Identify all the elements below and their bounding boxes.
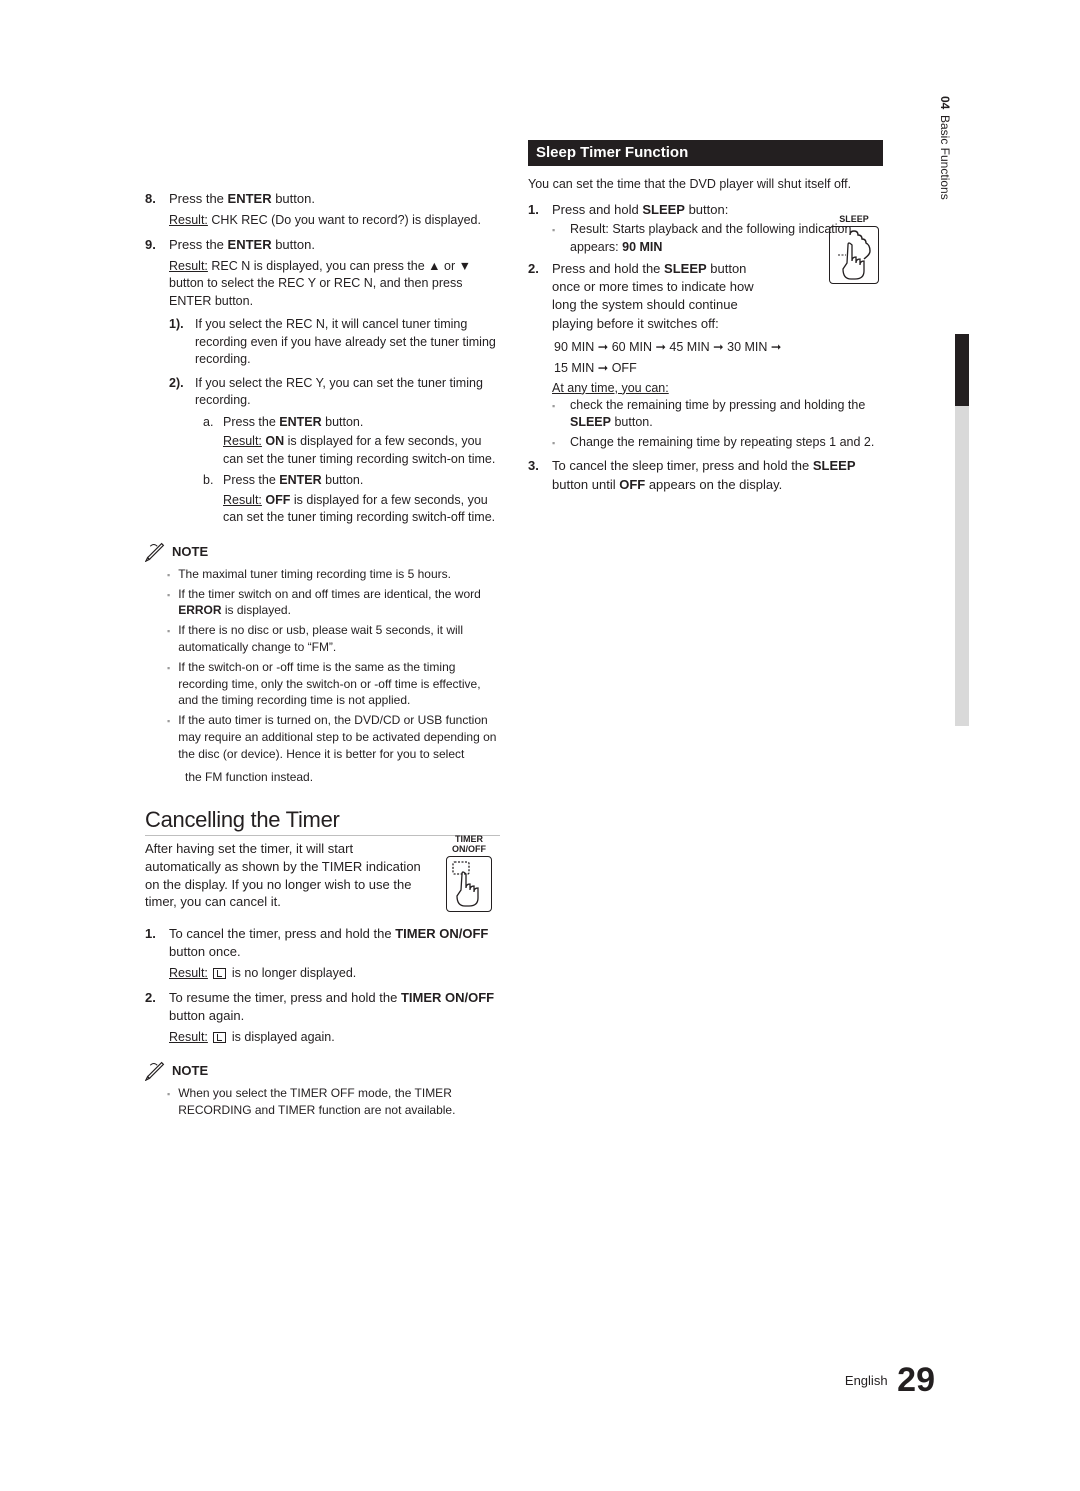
- sleep-intro: You can set the time that the DVD player…: [528, 176, 883, 193]
- sleep-step-3: 3. To cancel the sleep timer, press and …: [528, 457, 883, 493]
- note-item: When you select the TIMER OFF mode, the …: [178, 1085, 500, 1119]
- note-item: If the auto timer is turned on, the DVD/…: [178, 712, 500, 762]
- sleep-timer-bar: Sleep Timer Function: [528, 140, 883, 166]
- note-item: The maximal tuner timing recording time …: [178, 566, 451, 583]
- anytime-item: check the remaining time by pressing and…: [570, 397, 883, 432]
- step-9-2a: a. Press the ENTER button. Result: ON is…: [195, 414, 500, 469]
- step-9: 9. Press the ENTER button. Result: REC N…: [145, 236, 500, 527]
- left-column: 8. Press the ENTER button. Result: CHK R…: [145, 90, 500, 1119]
- cancel-step-2: 2. To resume the timer, press and hold t…: [145, 989, 500, 1047]
- footer-language: English: [845, 1373, 888, 1388]
- sleep-illustration: SLEEP: [825, 214, 883, 284]
- anytime-label: At any time, you can:: [552, 381, 883, 395]
- step-9-2b: b. Press the ENTER button. Result: OFF i…: [195, 472, 500, 527]
- chapter-title: Basic Functions: [938, 109, 952, 200]
- page-footer: English 29: [845, 1361, 935, 1400]
- step-8-text: Press the ENTER button.: [169, 190, 500, 208]
- note-block-1: NOTE ▪The maximal tuner timing recording…: [145, 541, 500, 786]
- right-column: Sleep Timer Function You can set the tim…: [528, 90, 883, 1119]
- step-9-sub2: 2). If you select the REC Y, you can set…: [169, 375, 500, 527]
- timer-onoff-illustration: TIMER ON/OFF: [438, 834, 500, 912]
- note-item: If the timer switch on and off times are…: [178, 586, 500, 620]
- step-num: 9.: [145, 236, 161, 527]
- chapter-number: 04: [938, 90, 952, 109]
- manual-page: 04 Basic Functions 8. Press the ENTER bu…: [145, 90, 935, 1400]
- anytime-item: Change the remaining time by repeating s…: [570, 434, 874, 452]
- note-icon: [145, 541, 166, 562]
- cancel-timer-heading: Cancelling the Timer: [145, 807, 500, 836]
- step-9-sub1: 1). If you select the REC N, it will can…: [169, 316, 500, 369]
- step-num: 8.: [145, 190, 161, 230]
- cancel-step-1: 1. To cancel the timer, press and hold t…: [145, 925, 500, 983]
- sleep-flow-1: 90 MIN ➞ 60 MIN ➞ 45 MIN ➞ 30 MIN ➞: [552, 339, 883, 354]
- step-9-text: Press the ENTER button.: [169, 236, 500, 254]
- note-block-2: NOTE ▪When you select the TIMER OFF mode…: [145, 1060, 500, 1119]
- side-tab: 04 Basic Functions: [935, 90, 955, 290]
- timer-icon: [213, 968, 226, 979]
- hand-press-icon: [449, 860, 489, 908]
- note-heading: NOTE: [172, 1063, 208, 1078]
- step-9-result: Result: REC N is displayed, you can pres…: [169, 258, 500, 311]
- timer-icon: [213, 1032, 226, 1043]
- page-number: 29: [897, 1361, 935, 1399]
- step-8: 8. Press the ENTER button. Result: CHK R…: [145, 190, 500, 230]
- step-8-result: Result: CHK REC (Do you want to record?)…: [169, 212, 500, 230]
- illus-label: SLEEP: [825, 214, 883, 224]
- note-item-cont: the FM function instead.: [167, 769, 500, 786]
- note-item: If there is no disc or usb, please wait …: [178, 622, 500, 656]
- hand-press-icon: [832, 229, 876, 281]
- illus-label: TIMER ON/OFF: [438, 834, 500, 854]
- edge-tab-gray: [955, 406, 969, 726]
- note-icon: [145, 1060, 166, 1081]
- note-heading: NOTE: [172, 544, 208, 559]
- sleep-step-2: 2. Press and hold the SLEEP button once …: [528, 260, 819, 333]
- edge-tab-black: [955, 334, 969, 406]
- note-item: If the switch-on or -off time is the sam…: [178, 659, 500, 709]
- sleep-flow-2: 15 MIN ➞ OFF: [552, 360, 883, 375]
